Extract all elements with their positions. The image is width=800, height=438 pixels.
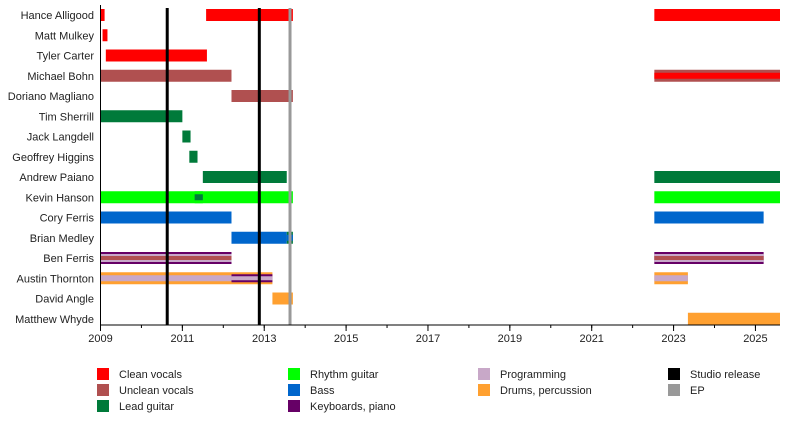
- member-label: Ben Ferris: [43, 253, 94, 265]
- member-label: Hance Alligood: [21, 10, 94, 22]
- x-tick-label: 2015: [334, 333, 358, 345]
- member-bar-clean-vocals: [654, 9, 780, 21]
- legend-swatch: [97, 400, 109, 412]
- legend-swatch: [97, 384, 109, 396]
- release-lines-layer: [165, 8, 292, 325]
- legend-label: Unclean vocals: [119, 385, 194, 397]
- legend-swatch: [97, 368, 109, 380]
- legend-swatch: [478, 368, 490, 380]
- member-bar-rhythm-guitar: [654, 191, 780, 204]
- legend-item: Bass: [288, 384, 335, 397]
- member-bar-bass: [654, 211, 764, 224]
- legend-item: Keyboards, piano: [288, 400, 396, 413]
- x-tick-label: 2021: [579, 333, 603, 345]
- member-label: Andrew Paiano: [19, 172, 94, 184]
- legend-item: Studio release: [668, 368, 760, 381]
- legend-item: Drums, percussion: [478, 384, 592, 397]
- legend-label: Programming: [500, 369, 566, 381]
- x-tick-label: 2017: [416, 333, 440, 345]
- member-bar-lead-guitar: [202, 171, 287, 183]
- legend-label: Drums, percussion: [500, 385, 592, 397]
- member-label: Brian Medley: [30, 233, 95, 245]
- member-label: Michael Bohn: [27, 71, 94, 83]
- member-label: Austin Thornton: [17, 273, 94, 285]
- legend-label: Rhythm guitar: [310, 369, 379, 381]
- member-bar-lead-guitar: [100, 110, 183, 123]
- member-bar-lead-guitar: [194, 194, 203, 201]
- member-bar-clean-vocals: [105, 49, 207, 62]
- member-bar-unclean-vocals: [231, 90, 293, 102]
- member-label: Cory Ferris: [40, 213, 95, 225]
- member-labels: Hance Alligood Matt Mulkey Tyler Carter Mic…: [8, 10, 95, 326]
- x-tick-label: 2009: [88, 333, 112, 345]
- member-bar-programming: [231, 276, 273, 281]
- legend-item: Clean vocals: [97, 368, 182, 381]
- member-label: Jack Langdell: [27, 132, 94, 144]
- legend-swatch: [288, 368, 300, 380]
- member-bar-drums-percussion: [272, 292, 293, 305]
- member-label: Kevin Hanson: [26, 192, 95, 204]
- x-tick-label: 2013: [252, 333, 276, 345]
- legend-item: Programming: [478, 368, 566, 381]
- member-label: Tim Sherrill: [39, 111, 94, 123]
- legend-label: EP: [690, 385, 705, 397]
- x-tick-label: 2019: [498, 333, 522, 345]
- x-tick-label: 2023: [661, 333, 685, 345]
- member-bar-lead-guitar: [654, 171, 780, 183]
- member-bar-clean-vocals: [654, 72, 780, 79]
- member-label: Geoffrey Higgins: [12, 152, 94, 164]
- member-label: Matt Mulkey: [35, 30, 95, 42]
- member-bar-drums-percussion: [687, 312, 780, 325]
- x-tick-label: 2011: [171, 333, 195, 345]
- member-bar-lead-guitar: [182, 130, 191, 143]
- member-bar-lead-guitar: [189, 150, 198, 163]
- member-bar-programming: [654, 275, 688, 282]
- legend-label: Clean vocals: [119, 369, 182, 381]
- legend-item: Lead guitar: [97, 400, 174, 413]
- legend-item: Unclean vocals: [97, 384, 194, 397]
- member-label: Matthew Whyde: [15, 314, 94, 326]
- member-bar-clean-vocals: [100, 9, 105, 21]
- legend-swatch: [668, 368, 680, 380]
- member-bar-clean-vocals: [206, 9, 293, 21]
- member-label: Doriano Magliano: [8, 91, 94, 103]
- legend-label: Keyboards, piano: [310, 401, 396, 413]
- member-bar-unclean-vocals: [654, 256, 764, 260]
- legend-item: Rhythm guitar: [288, 368, 379, 381]
- legend-swatch: [478, 384, 490, 396]
- legend-label: Studio release: [690, 369, 760, 381]
- legend-label: Lead guitar: [119, 401, 174, 413]
- legend-label: Bass: [310, 385, 335, 397]
- x-tick-label: 2025: [743, 333, 767, 345]
- bars-layer: [100, 9, 780, 325]
- legend: Clean vocals Unclean vocals Lead guitar Rhy…: [97, 368, 760, 413]
- legend-swatch: [288, 384, 300, 396]
- legend-swatch: [288, 400, 300, 412]
- legend-swatch: [668, 384, 680, 396]
- member-label: David Angle: [35, 294, 94, 306]
- member-label: Tyler Carter: [37, 51, 95, 63]
- x-axis: 2009 2011 2013 2015 2017 2019 2021 2023 2025: [88, 5, 780, 345]
- member-bar-clean-vocals: [102, 29, 108, 42]
- legend-item: EP: [668, 384, 705, 397]
